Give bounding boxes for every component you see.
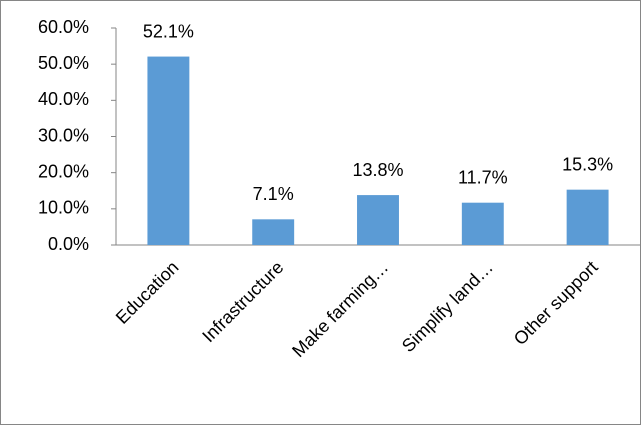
value-label: 11.7% [458,167,508,187]
bar [357,195,399,245]
value-label: 7.1% [253,184,294,204]
value-label: 15.3% [562,154,613,174]
bar [252,219,295,245]
y-tick-label: 30.0% [38,125,89,145]
y-tick-label: 50.0% [38,53,89,73]
y-tick-label: 60.0% [38,17,89,37]
y-tick-label: 20.0% [38,161,89,181]
bar [147,56,190,245]
value-label: 52.1% [143,21,194,41]
bar [566,189,609,245]
y-tick-label: 10.0% [38,198,89,218]
value-label: 13.8% [352,160,403,180]
bar [461,202,504,245]
y-tick-label: 0.0% [48,234,89,254]
y-tick-label: 40.0% [38,89,89,109]
